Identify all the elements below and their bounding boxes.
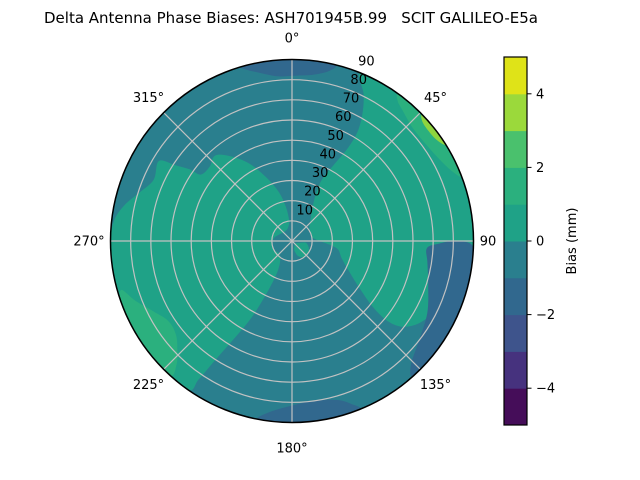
colorbar-tick-label-4: 4	[536, 87, 544, 102]
grid-spoke-45	[291, 112, 421, 242]
colorbar-band--1to0	[504, 241, 527, 279]
colorbar-tick-label-2: 2	[536, 161, 544, 176]
colorbar-band-4to5	[504, 57, 527, 95]
colorbar-band-1to2	[504, 167, 527, 205]
grid-spoke-135	[291, 240, 421, 370]
colorbar-band--3to-2	[504, 314, 527, 352]
theta-label-315: 315°	[133, 91, 164, 106]
colorbar-band-3to4	[504, 93, 527, 132]
colorbar-band-2to3	[504, 130, 527, 168]
radial-tick-label-90: 90	[358, 54, 375, 69]
colorbar-tick-label--2: −2	[536, 308, 555, 323]
radial-tick-label-20: 20	[304, 185, 321, 200]
radial-tick-label-40: 40	[320, 148, 337, 163]
colorbar-band--4to-3	[504, 351, 527, 389]
radial-tick-label-30: 30	[312, 166, 329, 181]
radial-tick-label-70: 70	[343, 92, 360, 107]
radial-tick-label-10: 10	[296, 203, 313, 218]
theta-label-270: 270°	[73, 235, 104, 250]
radial-tick-label-60: 60	[335, 110, 352, 125]
theta-label-135: 135°	[420, 378, 451, 393]
grid-spoke-225	[163, 240, 293, 370]
radial-tick-label-50: 50	[327, 129, 344, 144]
radial-tick-label-80: 80	[350, 73, 367, 88]
colorbar-band-0to1	[504, 204, 527, 242]
theta-label-225: 225°	[133, 378, 164, 393]
colorbar-band--5to-4	[504, 388, 527, 426]
colorbar-tick-label--4: −4	[536, 382, 555, 397]
colorbar: 4 2 0 −2 −4 Bias (mm)	[503, 56, 580, 426]
bias-region-bright-rim-225	[119, 289, 178, 377]
bias-region-bright-rim-45-sliver	[421, 114, 446, 146]
bias-region-dark-rim-north	[240, 59, 337, 77]
colorbar-band--2to-1	[504, 277, 527, 316]
radial-tick-labels: 10 20 30 40 50 60 70 80 90	[296, 54, 374, 218]
theta-tick-labels: 0° 45° 90 135° 180° 225° 270° 315°	[73, 32, 496, 457]
theta-label-0: 0°	[285, 32, 300, 47]
colorbar-axis-label: Bias (mm)	[565, 208, 580, 275]
grid-spoke-315	[163, 112, 293, 242]
theta-label-45: 45°	[424, 91, 447, 106]
bias-region-bright-rim-45	[396, 93, 462, 177]
colorbar-tick-label-0: 0	[536, 235, 544, 250]
theta-label-180: 180°	[276, 442, 307, 457]
polar-outline	[109, 58, 475, 424]
theta-label-90: 90	[480, 235, 497, 250]
chart-title: Delta Antenna Phase Biases: ASH701945B.9…	[44, 9, 538, 27]
polar-grid	[110, 59, 474, 423]
bias-region-dark-rim-east	[410, 240, 474, 377]
